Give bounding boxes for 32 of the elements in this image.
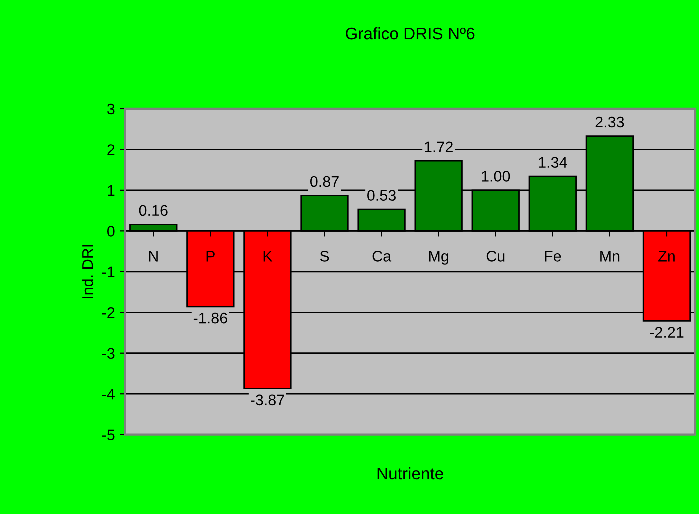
y-tick-label: -3 (102, 348, 115, 360)
x-tick-label: Cu (486, 251, 505, 262)
data-label: -2.21 (650, 327, 684, 338)
x-tick-label: Fe (545, 251, 562, 262)
y-axis-title: Ind. DRI (82, 245, 94, 299)
x-tick-label: Mg (429, 251, 448, 265)
y-tick-label: -4 (102, 389, 115, 400)
y-tick-label: 0 (108, 226, 115, 237)
x-tick-label: Mn (600, 251, 620, 262)
data-label: -1.86 (194, 312, 228, 324)
data-label: 1.00 (482, 171, 510, 182)
data-label: 2.33 (596, 116, 624, 128)
x-tick-label: K (264, 251, 273, 262)
y-tick-label: -5 (102, 430, 115, 441)
data-label: 0.87 (310, 176, 339, 188)
x-tick-label: P (206, 251, 215, 262)
y-tick-label: -2 (102, 308, 115, 318)
y-tick-label: -1 (102, 266, 115, 278)
y-tick-label: 3 (107, 104, 115, 115)
x-tick-label: Zn (658, 251, 675, 262)
data-label: 0.16 (139, 205, 168, 216)
x-axis-title: Nutriente (378, 467, 444, 480)
x-tick-label: S (320, 251, 330, 262)
chart-title: Grafico DRIS Nº6 (346, 27, 475, 40)
data-label: -3.87 (250, 394, 284, 406)
y-tick-label: 1 (108, 185, 115, 196)
data-label: 0.53 (368, 190, 396, 202)
data-label: 1.72 (425, 142, 453, 152)
x-tick-label: N (149, 251, 158, 262)
y-tick-label: 2 (108, 144, 115, 156)
x-tick-label: Ca (372, 251, 392, 262)
data-label: 1.34 (539, 157, 568, 168)
